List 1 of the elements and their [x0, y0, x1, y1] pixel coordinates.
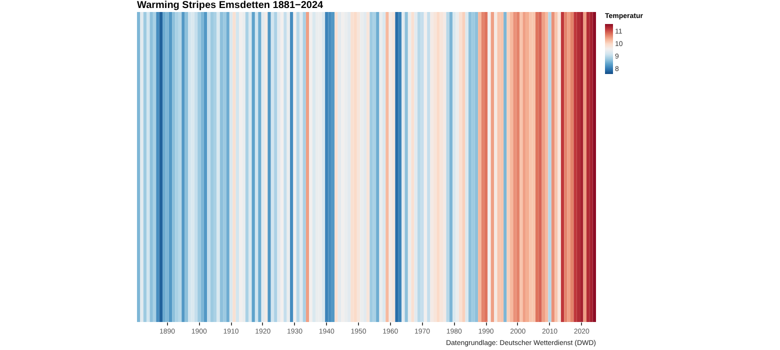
- chart-title: Warming Stripes Emsdetten 1881−2024: [137, 0, 324, 11]
